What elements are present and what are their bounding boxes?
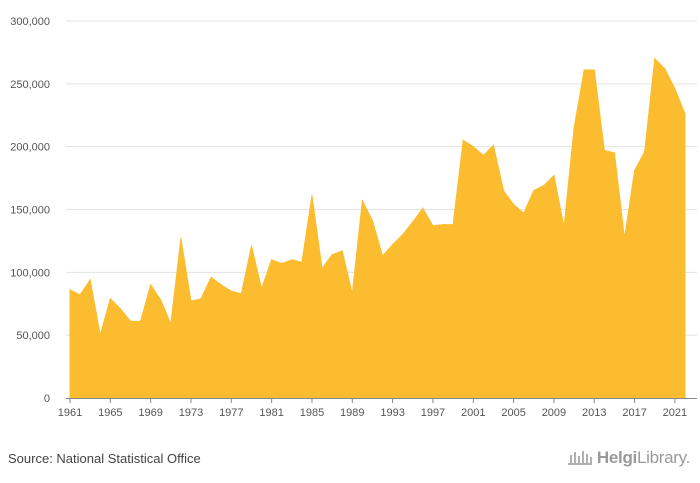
source-note: Source: National Statistical Office [8,451,201,466]
area-chart: 0 50,000 100,000 150,000 200,000 250,000 300,0… [10,16,697,419]
x-tick-label: 2017 [622,407,646,419]
data-point [119,308,122,310]
x-tick-label: 1969 [138,407,162,419]
data-point [160,299,162,301]
logo-text: Library [636,448,686,467]
data-point [684,113,686,115]
data-point [392,244,394,246]
x-tick-label: 1997 [421,407,445,419]
y-tick-label: 250,000 [10,79,50,91]
x-tick-label: 1993 [380,407,404,419]
data-point [129,320,132,322]
y-tick-label: 200,000 [10,142,50,154]
data-point [321,267,323,270]
y-tick-label: 150,000 [10,205,50,217]
data-point [593,69,595,71]
helgilibrary-logo: HelgiLibrary. [567,448,690,468]
x-tick-label: 1981 [259,407,283,419]
data-point [89,279,91,281]
data-point [482,154,484,157]
data-point [301,261,303,263]
y-axis-tick-labels: 0 50,000 100,000 150,000 200,000 250,000 300,0… [10,16,50,405]
x-tick-label: 2009 [542,407,566,419]
data-point [402,234,404,236]
data-point [623,237,626,240]
x-tick-label: 1965 [98,407,122,419]
data-point [381,255,384,257]
data-point [200,298,202,300]
data-point [341,250,343,252]
x-tick-label: 1989 [340,407,364,419]
data-point [573,127,575,129]
data-point [291,259,293,261]
data-point [502,190,505,192]
x-tick-label: 1973 [179,407,203,419]
data-point [371,220,374,222]
data-point [150,284,152,286]
data-point [79,294,81,296]
data-point [311,195,313,197]
data-point [644,151,646,153]
data-point [563,226,565,228]
data-point [331,254,333,256]
data-point [533,190,535,192]
x-axis-ticks: 1961 1965 1969 1973 1977 1981 1985 1989 1993 1997… [58,398,687,419]
data-point [109,298,111,300]
data-point [220,284,222,286]
data-point [69,289,71,291]
data-point [271,259,273,261]
data-point [432,225,434,227]
x-tick-label: 2021 [663,407,687,419]
data-point [462,139,464,141]
data-point [452,223,454,226]
data-point [543,185,545,187]
data-point [472,146,474,148]
data-point [412,221,414,223]
data-point [210,276,212,278]
data-point [603,149,605,152]
data-point [190,300,192,302]
data-point [633,169,636,172]
x-tick-label: 1985 [300,407,324,419]
x-tick-label: 1977 [219,407,243,419]
y-tick-label: 300,000 [10,16,50,28]
data-point [492,144,495,147]
logo-dot: . [685,448,691,467]
x-tick-label: 2005 [501,407,525,419]
data-point [513,203,515,206]
data-point [654,58,656,60]
data-point [361,200,363,202]
data-point [442,223,444,226]
data-point [664,68,666,70]
data-point [583,69,585,71]
data-point [230,290,232,292]
data-point [674,88,676,90]
series-area [69,57,686,399]
y-tick-label: 100,000 [10,267,50,279]
y-tick-label: 50,000 [16,330,50,342]
data-point [180,237,182,240]
library-logo-icon [567,451,592,465]
x-tick-label: 1961 [58,407,82,419]
x-tick-label: 2001 [461,407,485,419]
data-point [523,212,525,214]
logo-text-bold: Helgi [596,448,637,467]
data-point [240,293,242,295]
data-point [260,288,263,290]
data-point [250,245,253,247]
x-tick-label: 2013 [582,407,606,419]
data-point [99,334,101,336]
data-point [170,323,172,325]
data-point [281,262,283,265]
data-point [422,207,424,209]
data-point [351,293,353,295]
y-tick-label: 0 [44,393,50,405]
series-area-path [69,57,686,399]
data-point [553,174,555,177]
data-point [139,320,142,322]
data-point [613,152,616,154]
